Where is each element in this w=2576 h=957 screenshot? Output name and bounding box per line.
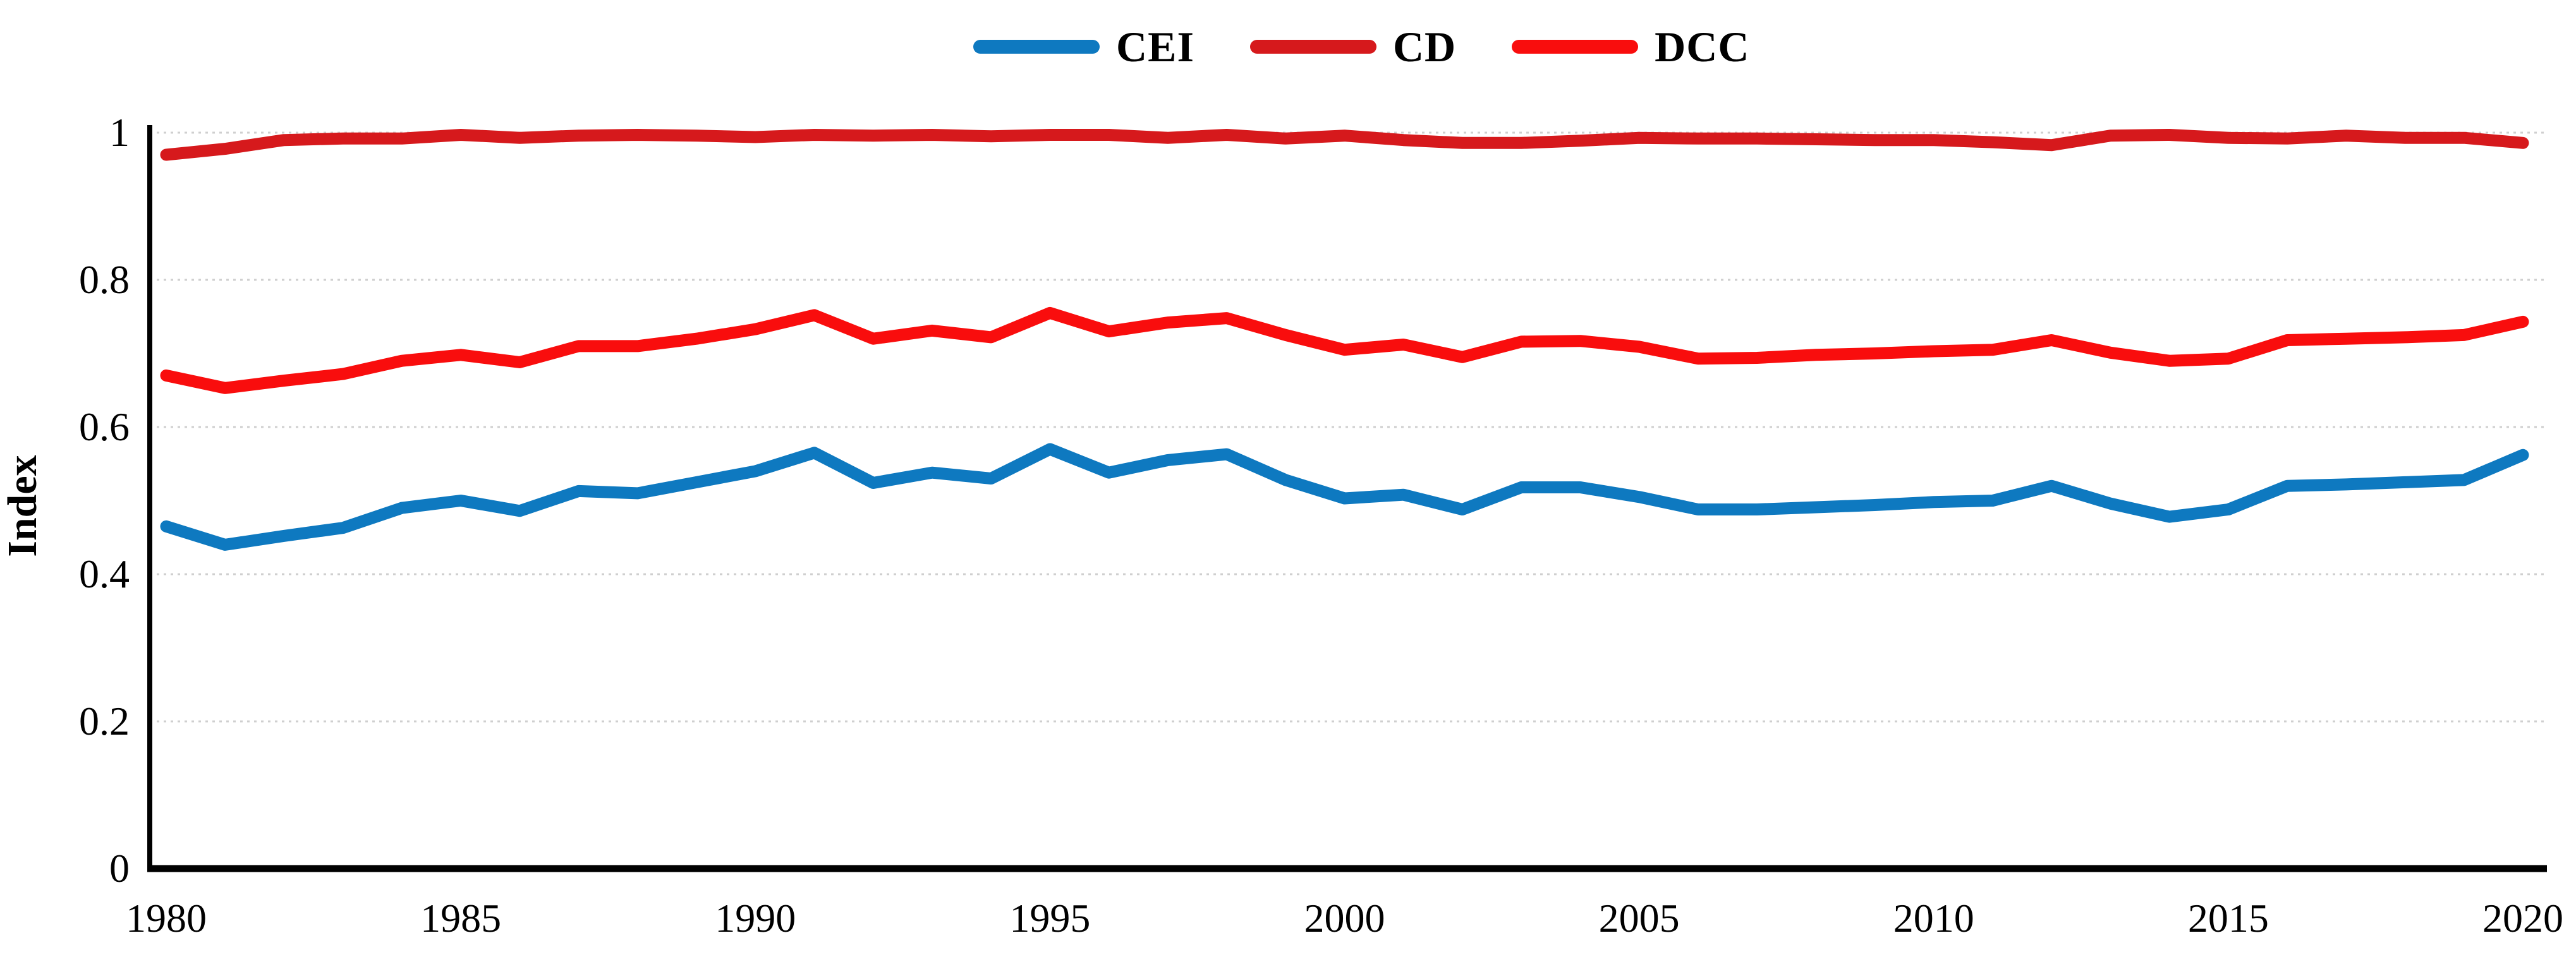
legend-item-cei: CEI: [973, 25, 1194, 68]
series-line-dcc: [160, 306, 2529, 394]
x-tick-label: 2020: [2482, 896, 2563, 941]
x-tick-label: 1995: [1009, 896, 1091, 941]
legend-item-dcc: DCC: [1512, 25, 1749, 68]
dcc-line-swatch-icon: [1512, 40, 1639, 54]
y-tick-label: 0.2: [79, 699, 130, 743]
y-tick-label: 0.6: [79, 404, 130, 449]
cd-line-swatch-icon: [1249, 40, 1376, 54]
y-axis-title: Index: [0, 455, 46, 557]
chart-legend: CEI CD DCC: [973, 25, 1749, 68]
cei-line-swatch-icon: [973, 40, 1100, 54]
x-tick-label: 2015: [2187, 896, 2269, 941]
x-tick-label: 2005: [1598, 896, 1680, 941]
series-line-cei: [160, 443, 2529, 551]
y-tick-label: 0.4: [79, 551, 130, 596]
x-tick-label: 2000: [1304, 896, 1385, 941]
y-tick-label: 0.8: [79, 257, 130, 302]
legend-label-cei: CEI: [1116, 23, 1194, 71]
y-tick-label: 1: [109, 110, 130, 155]
x-tick-label: 2010: [1893, 896, 1974, 941]
x-tick-label: 1980: [126, 896, 207, 941]
x-tick-label: 1990: [715, 896, 796, 941]
x-tick-label: 1985: [420, 896, 502, 941]
legend-item-cd: CD: [1249, 23, 1457, 71]
legend-label-cd: CD: [1392, 23, 1457, 71]
y-tick-label: 0: [109, 846, 130, 891]
legend-label-dcc: DCC: [1655, 23, 1750, 71]
series-line-cd: [160, 129, 2529, 161]
